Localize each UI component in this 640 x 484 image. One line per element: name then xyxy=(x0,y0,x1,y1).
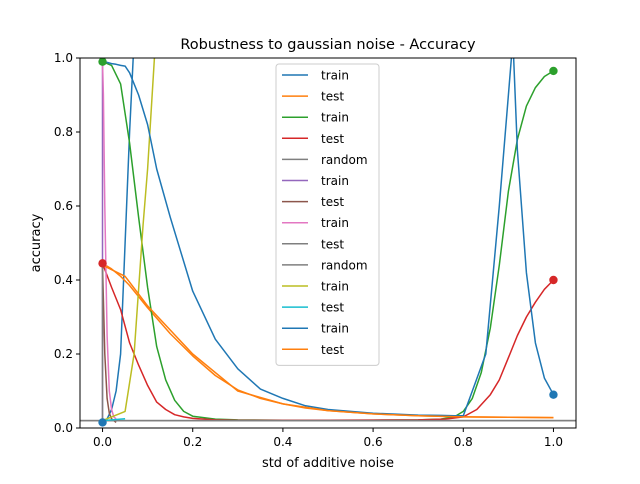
series-line-11 xyxy=(102,58,156,422)
endpoint-marker-3 xyxy=(98,259,107,268)
x-tick-label: 0.6 xyxy=(364,435,383,449)
legend-label: train xyxy=(321,174,349,188)
legend-label: train xyxy=(321,69,349,83)
legend-label: test xyxy=(321,90,344,104)
x-axis: 0.0 0.2 0.4 0.6 0.8 1.0 xyxy=(93,428,563,449)
series-line-1 xyxy=(102,58,134,423)
legend-label: test xyxy=(321,195,344,209)
y-axis: 0.0 0.2 0.4 0.6 0.8 1.0 xyxy=(54,51,80,435)
series-layer xyxy=(80,58,576,423)
legend-label: train xyxy=(321,322,349,336)
legend-label: train xyxy=(321,216,349,230)
y-tick-label: 0.2 xyxy=(54,347,73,361)
endpoint-marker-2 xyxy=(98,57,107,66)
y-tick-label: 0.6 xyxy=(54,199,73,213)
legend-label: test xyxy=(321,132,344,146)
x-tick-label: 0.0 xyxy=(93,435,112,449)
series-line-13 xyxy=(102,58,555,417)
series-line-14 xyxy=(102,264,554,419)
plot-frame xyxy=(79,57,577,429)
endpoint-marker-1 xyxy=(98,418,107,427)
endpoint-marker-5 xyxy=(549,275,558,285)
x-tick-label: 0.8 xyxy=(454,435,473,449)
endpoint-marker-4 xyxy=(549,66,558,76)
legend-label: random xyxy=(321,258,368,272)
x-tick-label: 0.2 xyxy=(183,435,202,449)
y-tick-label: 0.4 xyxy=(54,273,73,287)
legend-label: test xyxy=(321,301,344,315)
legend: train test train test random train test train te… xyxy=(275,63,380,366)
x-tick-label: 1.0 xyxy=(544,435,563,449)
y-tick-label: 0.8 xyxy=(54,125,73,139)
y-axis-label: accuracy xyxy=(29,213,44,272)
chart-title: Robustness to gaussian noise - Accuracy xyxy=(180,37,476,53)
legend-box xyxy=(275,63,380,366)
legend-label: random xyxy=(321,153,368,167)
legend-label: train xyxy=(321,111,349,125)
marker-layer xyxy=(98,57,558,427)
y-tick-label: 1.0 xyxy=(54,51,73,65)
x-tick-label: 0.4 xyxy=(273,435,292,449)
legend-label: test xyxy=(321,343,344,357)
endpoint-marker-6 xyxy=(549,390,558,399)
y-tick-label: 0.0 xyxy=(54,421,73,435)
legend-label: train xyxy=(321,280,349,294)
x-axis-label: std of additive noise xyxy=(262,456,394,471)
legend-label: test xyxy=(321,237,344,251)
